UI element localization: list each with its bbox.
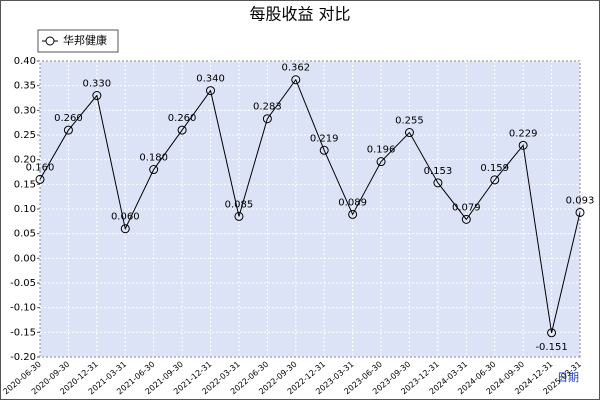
data-label: 0.160 <box>26 162 55 173</box>
x-axis-label: 日期 <box>557 371 579 384</box>
y-tick-label: -0.15 <box>10 327 36 338</box>
y-tick-label: -0.20 <box>10 352 36 363</box>
y-tick-label: 0.05 <box>14 229 36 240</box>
data-label: 0.229 <box>509 128 538 139</box>
data-label: 0.260 <box>54 113 83 124</box>
data-label: 0.330 <box>83 79 112 90</box>
data-label: 0.219 <box>310 133 339 144</box>
data-label: 0.153 <box>424 166 453 177</box>
data-label: 0.159 <box>480 163 509 174</box>
legend-box <box>37 29 119 53</box>
point <box>319 145 329 155</box>
point <box>575 207 585 217</box>
point <box>348 209 358 219</box>
data-label: 0.362 <box>281 63 310 74</box>
point <box>518 140 528 150</box>
point <box>234 211 244 221</box>
point <box>63 125 73 135</box>
y-tick-label: 0.10 <box>14 204 36 215</box>
data-label: -0.151 <box>535 342 567 353</box>
chart-title: 每股收益 对比 <box>249 5 350 24</box>
data-label: 0.085 <box>225 199 254 210</box>
y-tick-label: 0.15 <box>14 179 36 190</box>
point <box>547 328 557 338</box>
y-tick-label: 0.30 <box>14 105 36 116</box>
point <box>262 114 272 124</box>
data-label: 0.093 <box>566 195 595 206</box>
y-tick-label: 0.40 <box>14 56 36 67</box>
data-label: 0.079 <box>452 202 481 213</box>
legend-label: 华邦健康 <box>63 33 107 47</box>
data-label: 0.283 <box>253 102 282 113</box>
point <box>120 224 130 234</box>
y-tick-label: -0.05 <box>10 278 36 289</box>
point <box>291 75 301 85</box>
point <box>177 125 187 135</box>
data-label: 0.180 <box>139 153 168 164</box>
point <box>92 91 102 101</box>
legend-marker <box>45 36 55 46</box>
y-tick-label: 0.00 <box>14 253 36 264</box>
y-tick-label: -0.10 <box>10 303 36 314</box>
data-label: 0.255 <box>395 116 424 127</box>
data-label: 0.260 <box>168 113 197 124</box>
data-label: 0.060 <box>111 212 140 223</box>
point <box>433 178 443 188</box>
point <box>149 165 159 175</box>
series-line <box>39 78 581 333</box>
y-tick-label: 0.35 <box>14 81 36 92</box>
point <box>376 157 386 167</box>
point <box>404 128 414 138</box>
point <box>461 214 471 224</box>
data-label: 0.196 <box>367 145 396 156</box>
y-tick-label: 0.25 <box>14 130 36 141</box>
point <box>490 175 500 185</box>
data-label: 0.089 <box>338 197 367 208</box>
y-tick-label: 0.20 <box>14 155 36 166</box>
point <box>206 86 216 96</box>
data-label: 0.340 <box>196 74 225 85</box>
point <box>35 174 45 184</box>
